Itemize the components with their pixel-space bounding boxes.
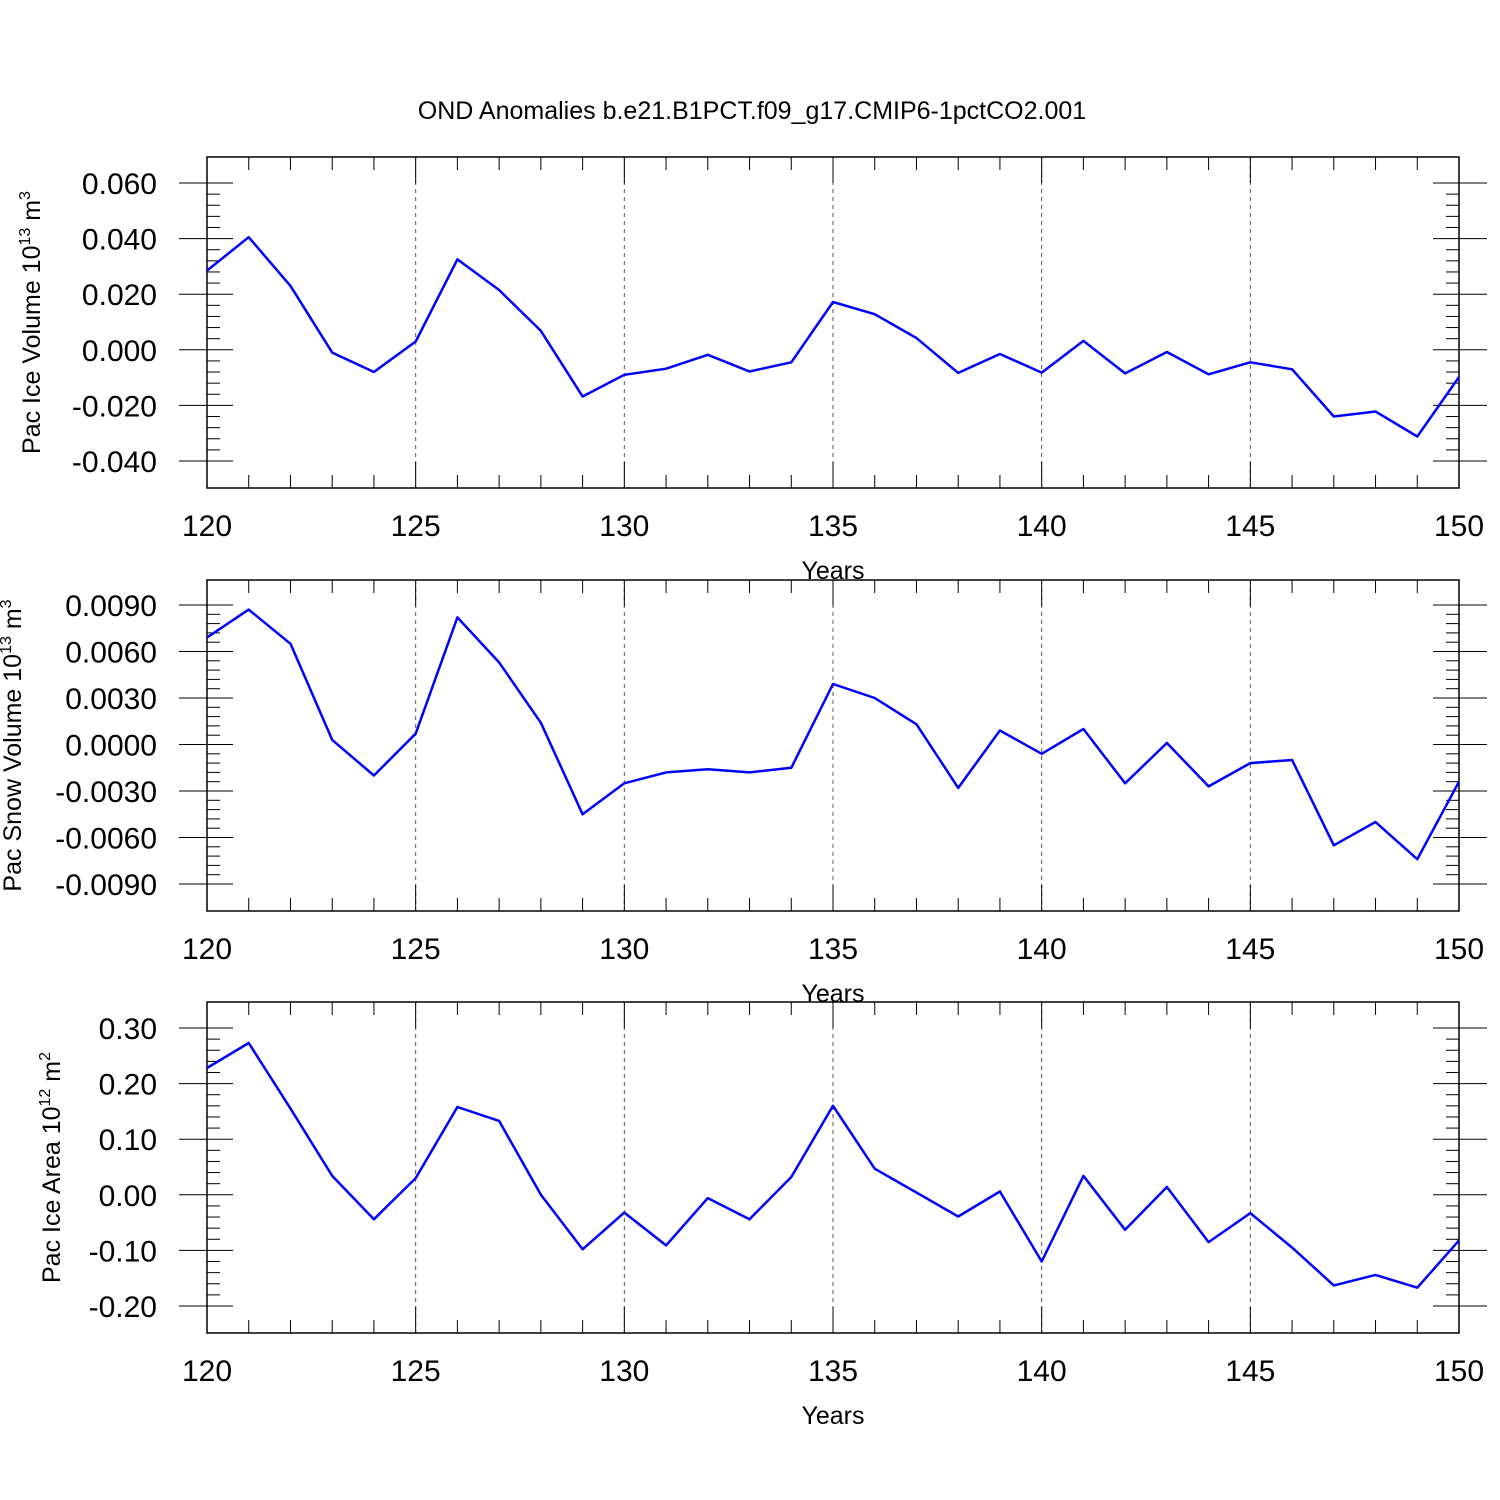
y-tick-label: 0.000 [82,335,157,368]
series-line-pac-ice-area [206,1041,1460,1289]
y-tick-label: -0.0090 [55,869,157,902]
x-tick-label: 140 [1017,510,1067,543]
x-tick-label: 130 [599,1355,649,1388]
chart-title: OND Anomalies b.e21.B1PCT.f09_g17.CMIP6-… [418,97,1086,125]
panel-1: -0.040 -0.020 0.000 0.020 0.040 0.060 120 125 13… [17,156,1487,585]
panels: -0.040 -0.020 0.000 0.020 0.040 0.060 120 125 13… [0,156,1487,1430]
y-tick-label: 0.0090 [65,590,157,623]
x-tick-label: 140 [1017,1355,1067,1388]
x-tick-label: 125 [391,933,441,966]
y-axis-title: Pac Ice Area 1012 m2 [37,1052,66,1283]
x-tick-label: 130 [599,510,649,543]
x-tick-label: 130 [599,933,649,966]
x-tick-label: 150 [1434,933,1484,966]
y-tick-label: -0.20 [89,1291,157,1324]
y-tick-label: 0.020 [82,279,157,312]
y-tick-label: 0.00 [99,1180,157,1213]
y-tick-label: 0.10 [99,1124,157,1157]
series-line-pac-snow-volume [206,608,1461,861]
x-tick-label: 135 [808,510,858,543]
y-tick-label: 0.060 [82,168,157,201]
y-tick-label: 0.040 [82,224,157,257]
x-axis-title: Years [801,1402,864,1430]
x-tick-label: 145 [1225,933,1275,966]
x-tick-label: 145 [1225,1355,1275,1388]
x-tick-label: 120 [182,1355,232,1388]
x-tick-label: 145 [1225,510,1275,543]
y-axis-title: Pac Ice Volume 1013 m3 [17,191,46,454]
series-line-pac-ice-volume [206,235,1461,438]
y-tick-label: -0.0030 [55,776,157,809]
y-tick-label: -0.10 [89,1235,157,1268]
x-tick-label: 135 [808,933,858,966]
x-tick-label: 150 [1434,1355,1484,1388]
x-tick-label: 135 [808,1355,858,1388]
y-axis-title: Pac Snow Volume 1013 m3 [0,599,27,891]
panel-3: -0.20 -0.10 0.00 0.10 0.20 0.30 120 125 130 135 14… [37,1001,1487,1430]
y-tick-label: 0.0030 [65,683,157,716]
y-tick-label: -0.020 [72,390,157,423]
x-tick-label: 120 [182,933,232,966]
x-tick-label: 125 [391,1355,441,1388]
y-tick-label: 0.20 [99,1069,157,1102]
y-tick-label: 0.0000 [65,730,157,763]
y-tick-label: -0.0060 [55,823,157,856]
x-tick-label: 140 [1017,933,1067,966]
y-tick-label: -0.040 [72,446,157,479]
y-tick-label: 0.30 [99,1013,157,1046]
x-tick-label: 125 [391,510,441,543]
y-tick-label: 0.0060 [65,637,157,670]
x-tick-label: 120 [182,510,232,543]
panel-2: -0.0090 -0.0060 -0.0030 0.0000 0.0030 0.0060 0… [0,579,1487,1008]
x-tick-label: 150 [1434,510,1484,543]
